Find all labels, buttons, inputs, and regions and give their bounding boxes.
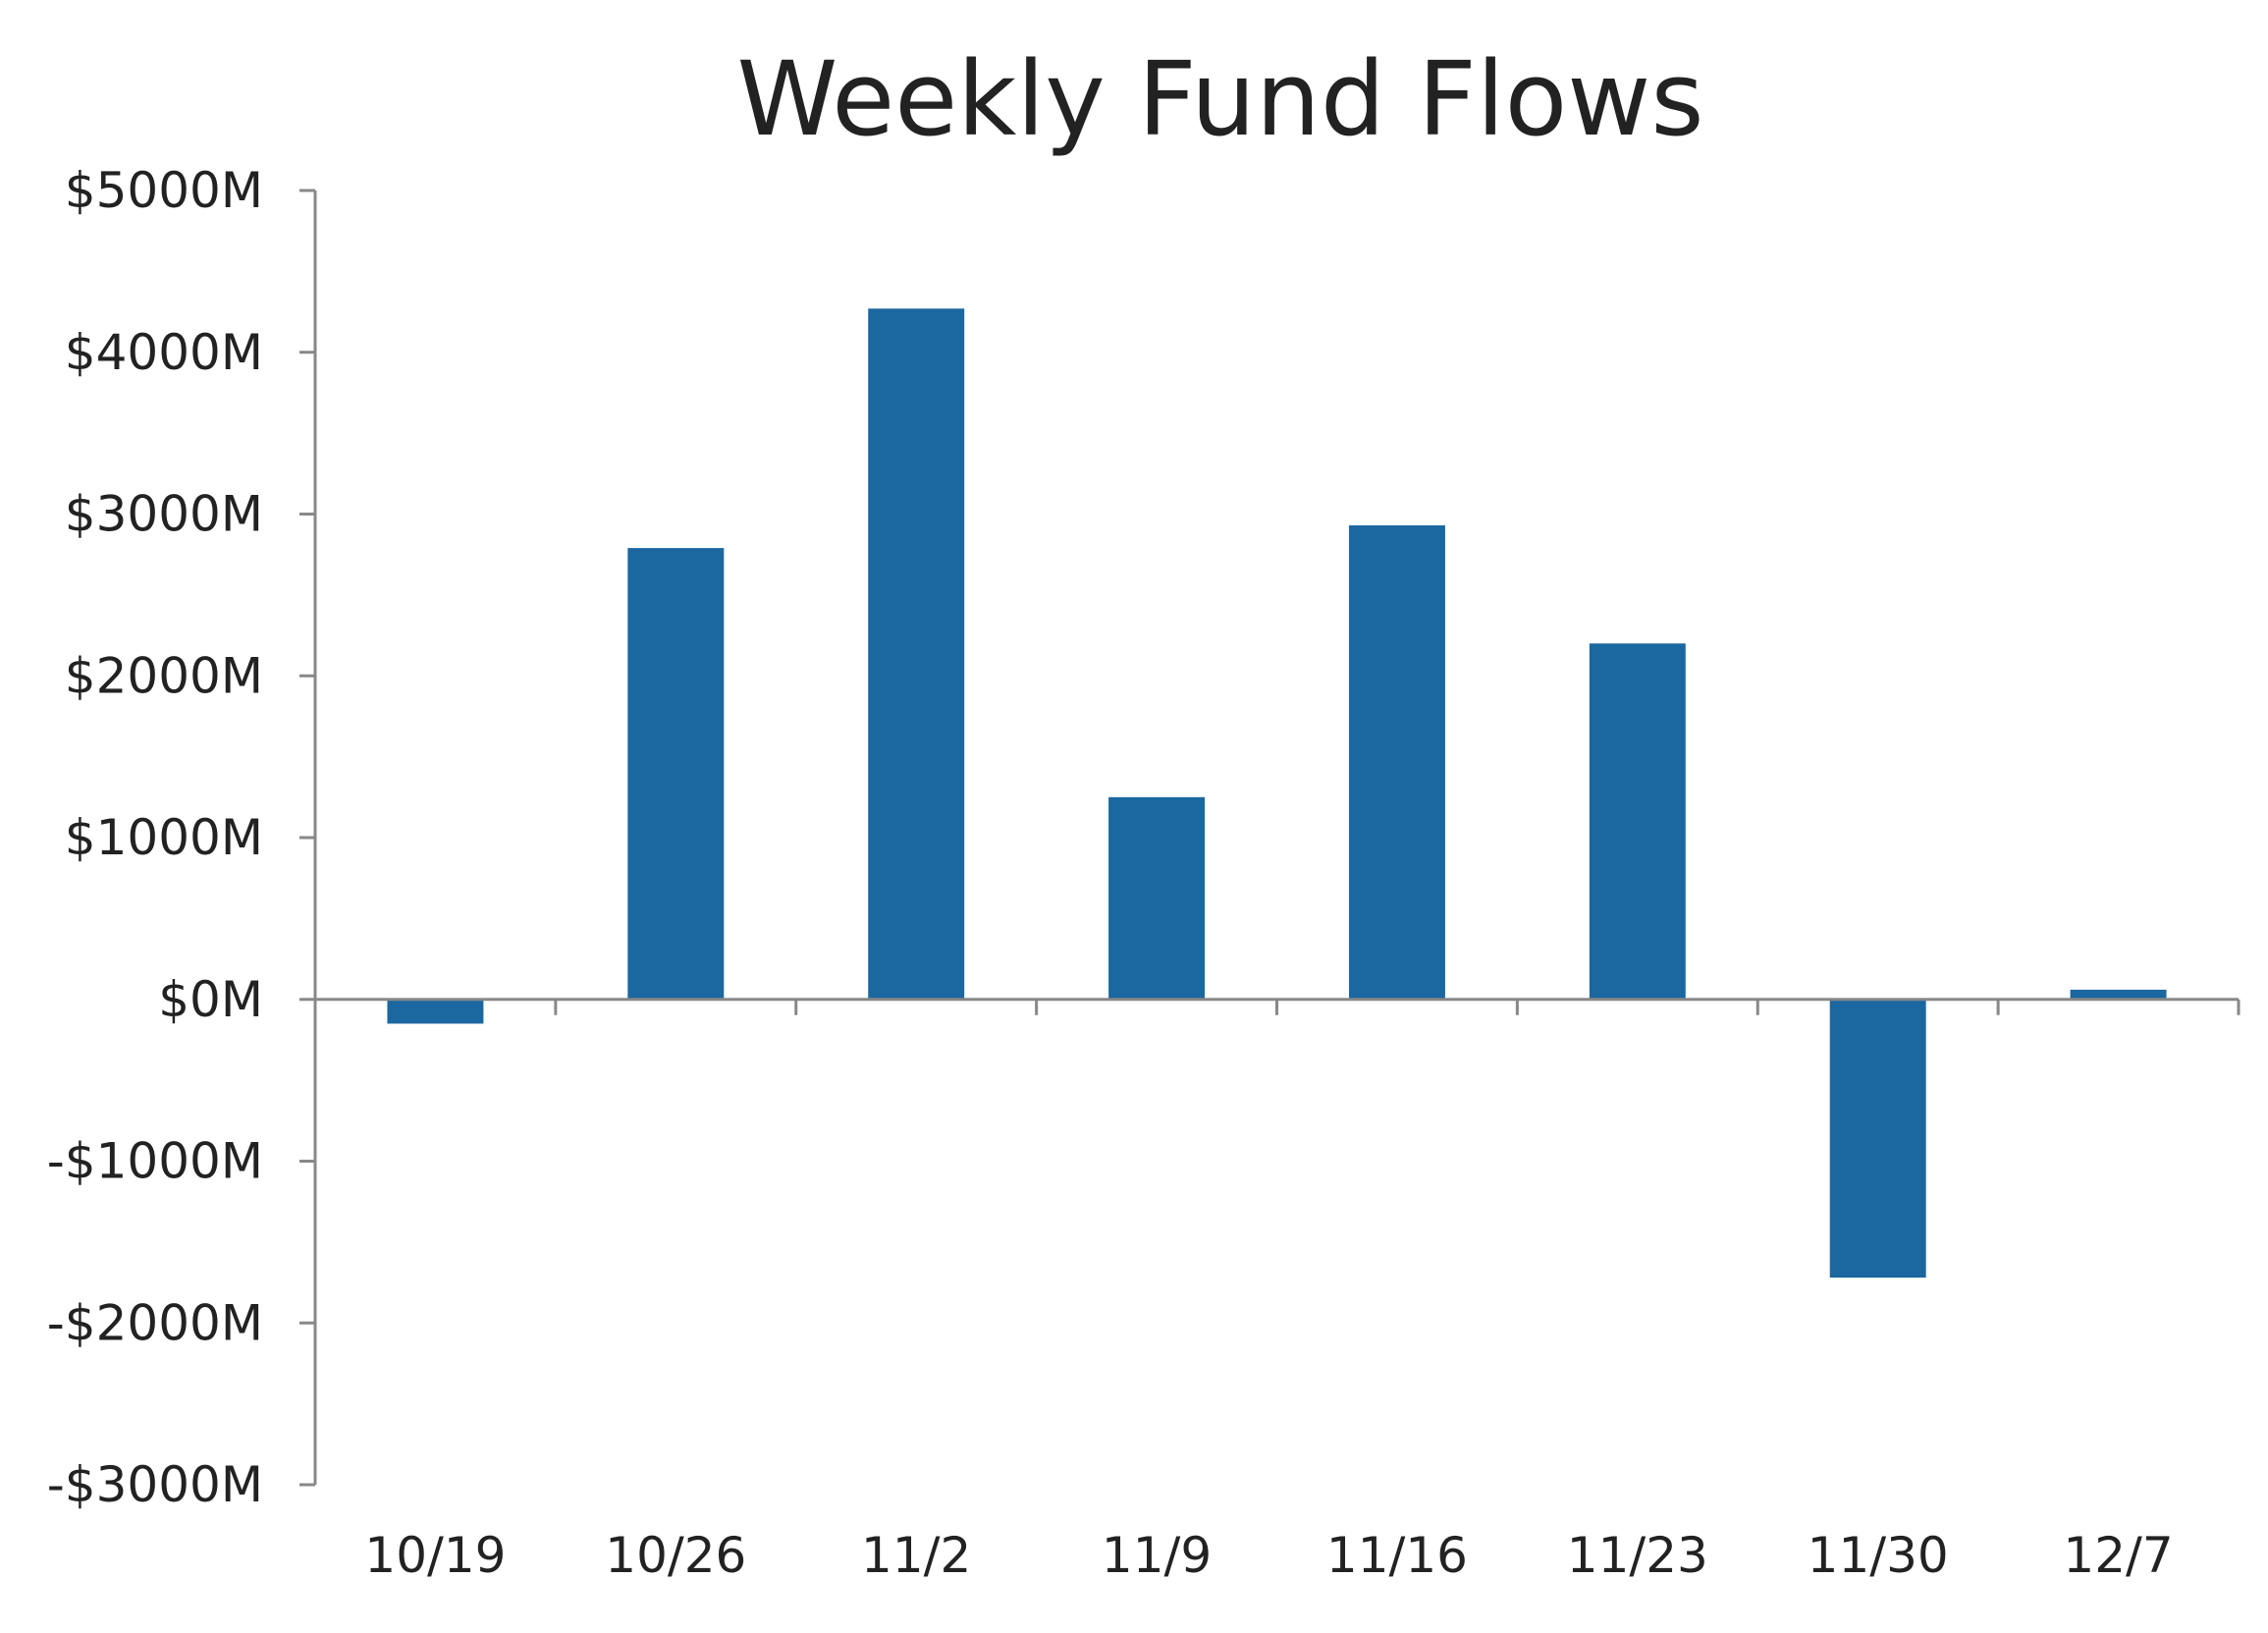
bar xyxy=(387,999,484,1024)
y-tick-label: $3000M xyxy=(65,486,263,543)
x-tick-label: 10/19 xyxy=(364,1527,506,1584)
x-tick-label: 11/9 xyxy=(1102,1527,1212,1584)
bar xyxy=(2070,989,2167,1000)
y-tick-label: $0M xyxy=(158,971,263,1028)
x-tick-label: 11/30 xyxy=(1808,1527,1949,1584)
bar xyxy=(1829,999,1926,1279)
x-tick-label: 10/26 xyxy=(605,1527,746,1584)
y-tick-label: -$3000M xyxy=(47,1456,263,1513)
bar xyxy=(627,548,725,1000)
bar xyxy=(868,308,965,1000)
x-tick-label: 11/2 xyxy=(861,1527,971,1584)
bar xyxy=(1108,796,1206,1000)
x-tick-label: 11/16 xyxy=(1326,1527,1468,1584)
y-axis-ticks: $5000M $4000M $3000M $2000M $1000M $0M -$1000M… xyxy=(47,162,315,1513)
x-tick-label: 12/7 xyxy=(2063,1527,2173,1584)
y-tick-label: $2000M xyxy=(65,647,263,704)
bar xyxy=(1348,525,1445,1000)
y-tick-label: $1000M xyxy=(65,809,263,866)
y-tick-label: -$2000M xyxy=(47,1294,263,1351)
x-axis-ticks: 10/19 10/26 11/2 11/9 11/16 11/23 11/30 12/7 xyxy=(364,999,2241,1584)
x-tick-label: 11/23 xyxy=(1567,1527,1708,1584)
chart-title: Weekly Fund Flows xyxy=(736,39,1703,159)
bar xyxy=(1589,643,1686,1000)
y-tick-label: $5000M xyxy=(65,162,263,219)
y-tick-label: -$1000M xyxy=(47,1133,263,1190)
y-tick-label: $4000M xyxy=(65,324,263,381)
bars xyxy=(387,308,2167,1279)
